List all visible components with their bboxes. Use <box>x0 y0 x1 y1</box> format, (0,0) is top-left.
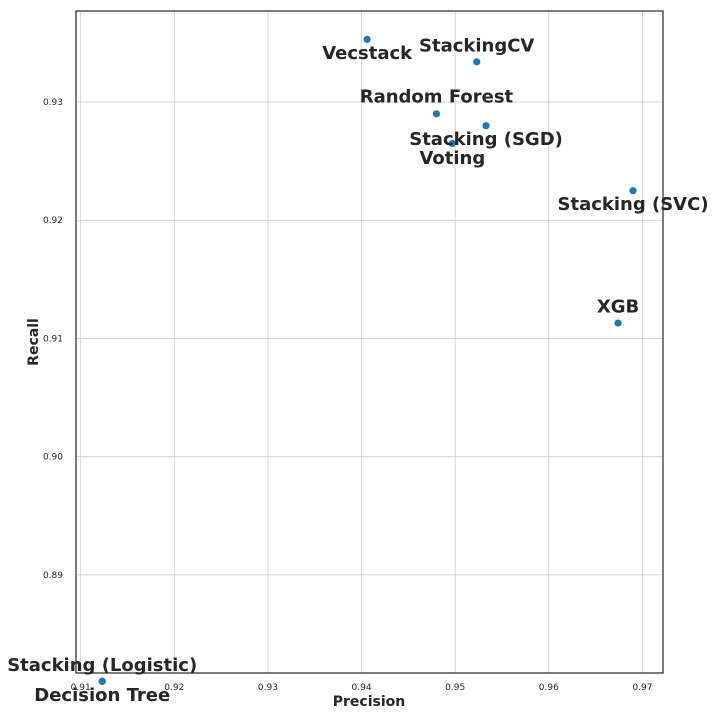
point-label: XGB <box>597 297 639 318</box>
x-tick-labels: 0.91 0.92 0.93 0.94 0.95 0.96 0.97 <box>71 683 653 693</box>
y-tick-label: 0.89 <box>43 571 63 581</box>
y-tick-label: 0.90 <box>43 453 63 463</box>
x-tick-label: 0.95 <box>445 683 465 693</box>
x-tick-label: 0.92 <box>164 683 184 693</box>
point-label: Decision Tree <box>34 685 170 706</box>
data-point <box>482 122 490 130</box>
grid <box>76 11 663 673</box>
x-tick-label: 0.94 <box>352 683 372 693</box>
y-tick-label: 0.91 <box>43 334 63 344</box>
data-point <box>473 58 481 66</box>
point-label: Stacking (SGD) <box>409 129 563 150</box>
y-axis-label: Recall <box>26 318 42 366</box>
data-point <box>614 319 622 327</box>
point-label: Random Forest <box>360 86 514 107</box>
x-tick-label: 0.91 <box>71 683 91 693</box>
data-points <box>98 35 637 685</box>
y-tick-label: 0.92 <box>43 216 63 226</box>
data-point <box>98 677 106 685</box>
x-tick-label: 0.93 <box>258 683 278 693</box>
point-label: Vecstack <box>322 43 413 64</box>
x-axis-label: Precision <box>333 694 405 710</box>
data-point <box>363 35 371 43</box>
data-point <box>448 139 456 147</box>
y-tick-labels: 0.89 0.90 0.91 0.92 0.93 <box>43 98 63 581</box>
point-labels: Vecstack StackingCV Random Forest Stacking … <box>7 35 708 705</box>
data-point <box>432 110 441 118</box>
x-tick-label: 0.97 <box>632 683 652 693</box>
point-label: Stacking (Logistic) <box>7 655 197 676</box>
plot-frame <box>75 10 664 674</box>
point-label: Voting <box>419 148 485 169</box>
point-label: StackingCV <box>419 35 534 56</box>
data-point <box>629 187 637 195</box>
point-label: Stacking (SVC) <box>558 194 709 215</box>
x-tick-label: 0.96 <box>539 683 559 693</box>
y-tick-label: 0.93 <box>43 98 63 108</box>
